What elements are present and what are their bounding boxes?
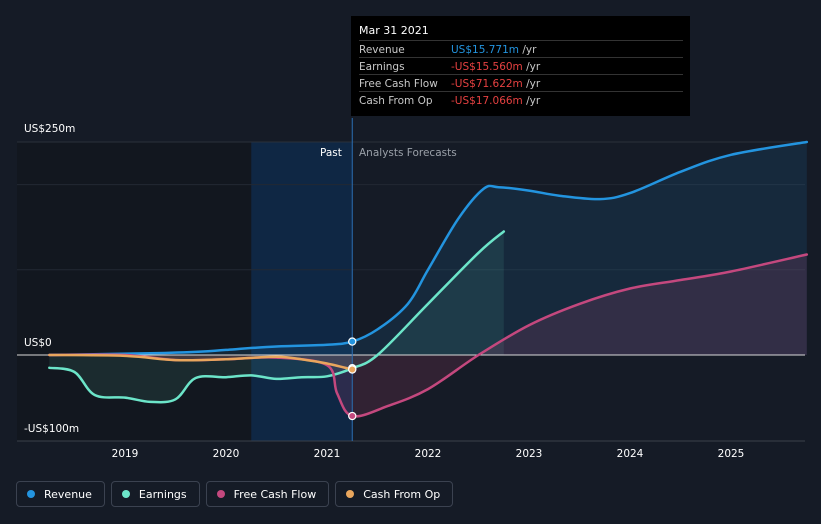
y-tick-label-zero: US$0 [24, 337, 52, 349]
earnings-line [48, 230, 506, 404]
earnings-dot-icon [121, 490, 130, 498]
x-tick-label: 2025 [717, 448, 745, 460]
tooltip-value: -US$71.622m /yr [451, 78, 540, 90]
series-markers [348, 337, 357, 421]
fcf-dot-icon [216, 490, 225, 498]
tooltip-amount: -US$17.066m [451, 95, 523, 107]
revenue-line [48, 140, 809, 357]
x-tick-label: 2022 [414, 448, 442, 460]
legend-label: Earnings [138, 487, 187, 501]
legend-label: Cash From Op [363, 487, 441, 501]
legend-fcf-button[interactable]: Free Cash Flow [205, 481, 330, 507]
tooltip-unit: /yr [526, 95, 541, 107]
x-tick-label: 2023 [515, 448, 543, 460]
revenue-marker [348, 337, 357, 346]
legend-cfo-button[interactable]: Cash From Op [335, 481, 454, 507]
tooltip-row-revenue: Revenue US$15.771m /yr [359, 40, 683, 58]
tooltip-amount: -US$71.622m [451, 78, 523, 90]
past-label: Past [320, 147, 342, 159]
tooltip-unit: /yr [526, 78, 541, 90]
tooltip-label: Free Cash Flow [359, 78, 438, 90]
cash-from-op-line [48, 353, 354, 371]
legend-label: Revenue [44, 487, 92, 501]
tooltip-value: US$15.771m /yr [451, 44, 536, 56]
tooltip-value: -US$15.560m /yr [451, 61, 540, 73]
tooltip: Mar 31 2021 Revenue US$15.771m /yr Earni… [351, 16, 690, 116]
series-lines [48, 140, 809, 418]
tooltip-amount: -US$15.560m [451, 61, 523, 73]
free-cash-flow-marker [348, 411, 357, 421]
tooltip-value: -US$17.066m /yr [451, 95, 540, 107]
cash-from-op-marker [348, 365, 357, 374]
tooltip-amount: US$15.771m [451, 44, 519, 56]
free-cash-flow-area [49, 254, 807, 417]
tooltip-unit: /yr [526, 61, 541, 73]
tooltip-label: Cash From Op [359, 95, 433, 107]
y-tick-label-top: US$250m [24, 123, 76, 135]
revenue-dot-icon [27, 490, 35, 498]
tooltip-row-earnings: Earnings -US$15.560m /yr [359, 57, 683, 75]
legend-label: Free Cash Flow [233, 487, 317, 501]
x-tick-label: 2024 [616, 448, 644, 460]
x-tick-label: 2019 [111, 448, 139, 460]
revenue-area [49, 142, 807, 355]
x-tick-label: 2021 [313, 448, 341, 460]
tooltip-unit: /yr [522, 44, 537, 56]
x-tick-label: 2020 [212, 448, 240, 460]
tooltip-label: Earnings [359, 61, 405, 73]
legend-revenue-button[interactable]: Revenue [16, 481, 105, 507]
y-tick-label-bottom: -US$100m [24, 423, 80, 435]
tooltip-date: Mar 31 2021 [359, 24, 429, 37]
tooltip-row-fcf: Free Cash Flow -US$71.622m /yr [359, 74, 683, 92]
legend: Revenue Earnings Free Cash Flow Cash Fro… [16, 481, 454, 507]
tooltip-label: Revenue [359, 44, 405, 56]
cash-from-op-area [49, 355, 353, 370]
tooltip-row-cfo: Cash From Op -US$17.066m /yr [359, 91, 683, 109]
cfo-dot-icon [346, 490, 355, 498]
legend-earnings-button[interactable]: Earnings [110, 481, 200, 507]
forecast-label: Analysts Forecasts [359, 147, 457, 159]
